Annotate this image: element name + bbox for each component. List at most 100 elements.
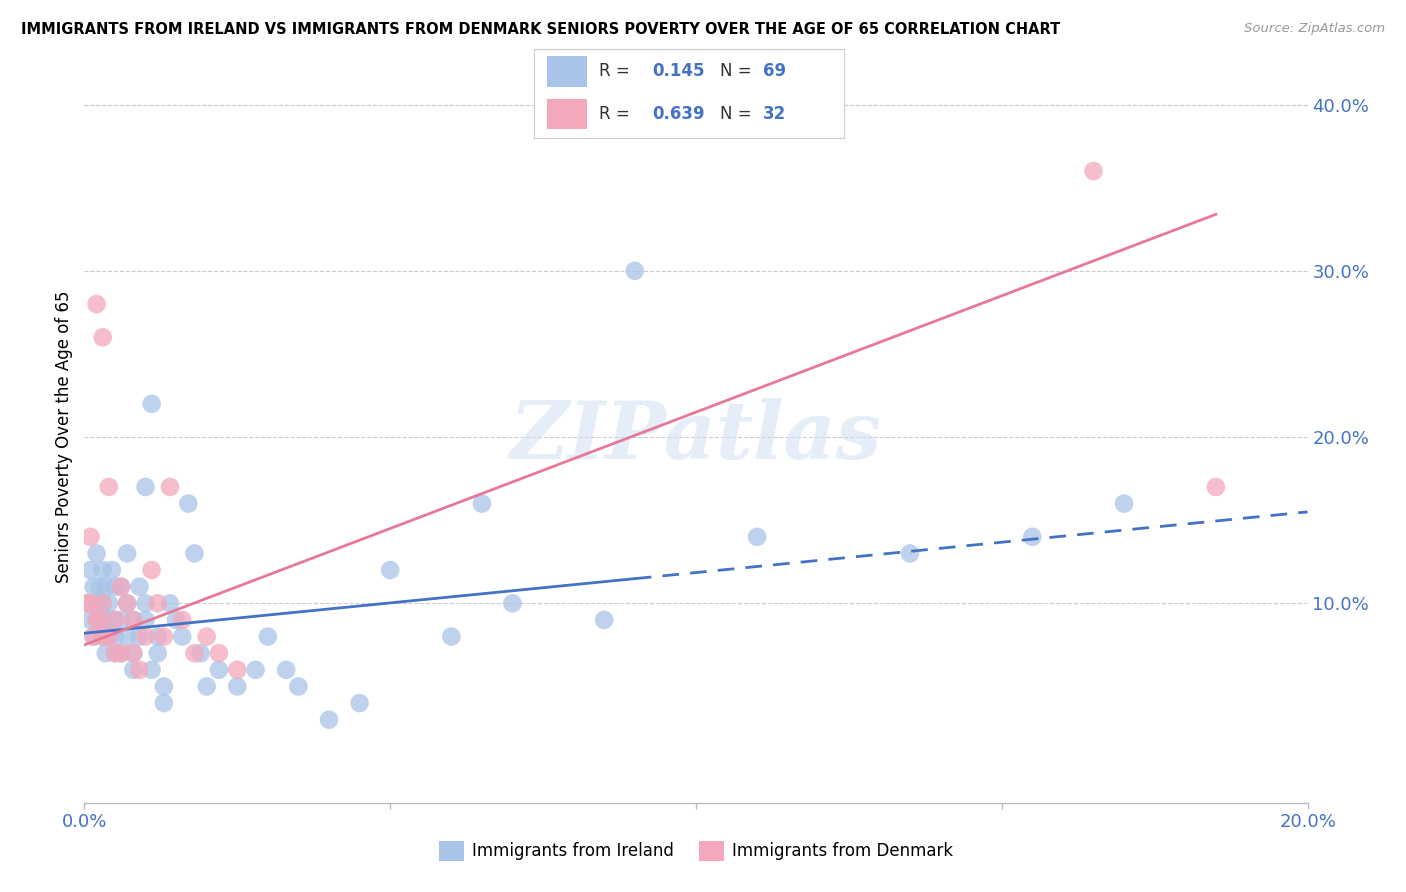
- Point: [97, 480, 120, 494]
- Point: [91, 596, 114, 610]
- Point: [159, 596, 181, 610]
- Point: [115, 596, 138, 610]
- Point: [86, 596, 108, 610]
- Point: [79, 596, 101, 610]
- Point: [115, 596, 138, 610]
- Point: [79, 530, 101, 544]
- Legend: Immigrants from Ireland, Immigrants from Denmark: Immigrants from Ireland, Immigrants from…: [432, 834, 960, 868]
- Point: [195, 680, 218, 694]
- Point: [110, 646, 132, 660]
- Point: [86, 613, 108, 627]
- Point: [172, 630, 194, 644]
- Point: [153, 680, 176, 694]
- Bar: [547, 99, 586, 129]
- Point: [86, 297, 108, 311]
- Y-axis label: Seniors Poverty Over the Age of 65: Seniors Poverty Over the Age of 65: [55, 291, 73, 583]
- Point: [208, 663, 231, 677]
- Point: [76, 596, 98, 610]
- Point: [86, 613, 108, 627]
- Point: [141, 663, 163, 677]
- Point: [79, 563, 101, 577]
- Point: [86, 546, 108, 560]
- Point: [104, 580, 127, 594]
- Point: [83, 580, 105, 594]
- Point: [83, 630, 105, 644]
- Point: [153, 630, 176, 644]
- Text: 32: 32: [763, 105, 786, 123]
- Point: [122, 613, 145, 627]
- Text: N =: N =: [720, 105, 756, 123]
- Point: [128, 630, 150, 644]
- Point: [245, 663, 267, 677]
- Point: [349, 696, 371, 710]
- Point: [165, 613, 187, 627]
- Point: [1114, 497, 1136, 511]
- Point: [898, 546, 921, 560]
- Point: [104, 646, 127, 660]
- Point: [177, 497, 200, 511]
- Point: [91, 630, 114, 644]
- Point: [141, 397, 163, 411]
- Text: 0.639: 0.639: [652, 105, 704, 123]
- Point: [104, 613, 127, 627]
- Point: [380, 563, 402, 577]
- Bar: [547, 56, 586, 87]
- Text: ZIPatlas: ZIPatlas: [510, 399, 882, 475]
- Point: [146, 630, 169, 644]
- Point: [76, 596, 98, 610]
- Text: R =: R =: [599, 105, 636, 123]
- Point: [146, 646, 169, 660]
- Point: [97, 613, 120, 627]
- Point: [115, 630, 138, 644]
- Point: [135, 596, 157, 610]
- Point: [135, 613, 157, 627]
- Point: [190, 646, 212, 660]
- Point: [91, 330, 114, 344]
- Point: [135, 480, 157, 494]
- Text: N =: N =: [720, 62, 756, 80]
- Point: [624, 264, 647, 278]
- Point: [287, 680, 309, 694]
- Point: [115, 546, 138, 560]
- Point: [1021, 530, 1043, 544]
- Point: [110, 580, 132, 594]
- Point: [97, 596, 120, 610]
- Text: R =: R =: [599, 62, 636, 80]
- Point: [110, 646, 132, 660]
- Point: [91, 630, 114, 644]
- Point: [128, 663, 150, 677]
- Point: [276, 663, 298, 677]
- Point: [226, 663, 249, 677]
- Point: [153, 696, 176, 710]
- Point: [104, 646, 127, 660]
- Point: [128, 580, 150, 594]
- Point: [91, 613, 114, 627]
- Point: [101, 563, 124, 577]
- Point: [183, 546, 205, 560]
- Point: [122, 663, 145, 677]
- Point: [141, 563, 163, 577]
- Point: [122, 613, 145, 627]
- Point: [79, 613, 101, 627]
- Point: [471, 497, 494, 511]
- Point: [1083, 164, 1105, 178]
- Point: [195, 630, 218, 644]
- Point: [94, 646, 117, 660]
- Point: [593, 613, 616, 627]
- Point: [257, 630, 280, 644]
- Point: [110, 580, 132, 594]
- Text: 0.145: 0.145: [652, 62, 704, 80]
- Point: [208, 646, 231, 660]
- Point: [159, 480, 181, 494]
- Point: [502, 596, 524, 610]
- Text: 69: 69: [763, 62, 786, 80]
- Point: [89, 580, 111, 594]
- Point: [146, 596, 169, 610]
- Point: [122, 646, 145, 660]
- Point: [135, 630, 157, 644]
- Point: [226, 680, 249, 694]
- Point: [122, 646, 145, 660]
- Point: [318, 713, 340, 727]
- Point: [747, 530, 769, 544]
- Point: [94, 580, 117, 594]
